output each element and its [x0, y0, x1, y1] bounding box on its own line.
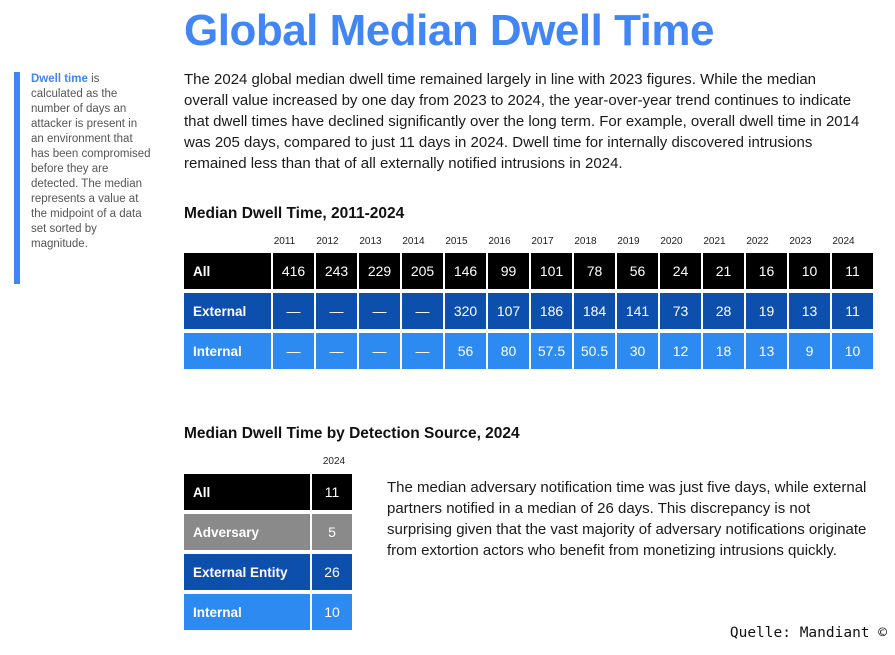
year-header: 2017: [531, 236, 554, 247]
dwell-cell: 10: [789, 253, 830, 289]
dwell-cell: 186: [531, 293, 572, 329]
dwell-cell: 141: [617, 293, 658, 329]
dwell-cell: —: [359, 333, 400, 369]
definition-term: Dwell time: [31, 73, 88, 85]
dwell-cell: 50.5: [574, 333, 615, 369]
year-header: 2011: [273, 236, 296, 247]
dwell-cell: 28: [703, 293, 744, 329]
year-header: 2016: [488, 236, 511, 247]
dwell-cell: —: [402, 293, 443, 329]
dwell-cell: 10: [832, 333, 873, 369]
dwell-cell: 320: [445, 293, 486, 329]
dwell-cell: 11: [832, 293, 873, 329]
row-label: External Entity: [184, 554, 310, 590]
dwell-row-all: All 416 243 229 205 146 99 101 78 56 24 21 16 10 11: [184, 253, 873, 289]
dwell-cell: 30: [617, 333, 658, 369]
row-label: Adversary: [184, 514, 310, 550]
dwell-row-external: External — — — —320 107 186 184 141 73 28 19 13 11: [184, 293, 873, 329]
year-header: 2012: [316, 236, 339, 247]
year-header: 2023: [789, 236, 812, 247]
source-row-external-entity: External Entity 26: [184, 554, 352, 590]
dwell-cell: —: [273, 293, 314, 329]
intro-paragraph: The 2024 global median dwell time remain…: [184, 71, 860, 172]
dwell-cell: 57.5: [531, 333, 572, 369]
source-row-internal: Internal 10: [184, 594, 352, 630]
dwell-cell: 19: [746, 293, 787, 329]
year-header: 2013: [359, 236, 382, 247]
dwell-cell: 107: [488, 293, 529, 329]
dwell-cell: 243: [316, 253, 357, 289]
table2-title: Median Dwell Time by Detection Source, 2…: [184, 425, 520, 442]
row-label: All: [184, 474, 310, 510]
detection-source-table: All 11 Adversary 5 External Entity 26 Internal…: [182, 474, 354, 630]
dwell-cell: 205: [402, 253, 443, 289]
dwell-cell: 73: [660, 293, 701, 329]
dwell-cell: 11: [832, 253, 873, 289]
source-row-all: All 11: [184, 474, 352, 510]
source-credit: Quelle: Mandiant ©: [729, 625, 887, 641]
source-year-header: 2024: [322, 456, 346, 467]
definition-sidebar: Dwell time is calculated as the number o…: [14, 72, 151, 284]
dwell-cell: 78: [574, 253, 615, 289]
source-cell: 11: [312, 474, 352, 510]
dwell-cell: 18: [703, 333, 744, 369]
dwell-cell: 56: [445, 333, 486, 369]
table1-title: Median Dwell Time, 2011-2024: [184, 205, 405, 222]
source-row-adversary: Adversary 5: [184, 514, 352, 550]
dwell-row-internal: Internal — — — —56 80 57.5 50.5 30 12 18 13 9 10: [184, 333, 873, 369]
year-header: 2024: [832, 236, 855, 247]
source-cell: 5: [312, 514, 352, 550]
dwell-cell: —: [359, 293, 400, 329]
dwell-cell: 184: [574, 293, 615, 329]
dwell-cell: —: [273, 333, 314, 369]
dwell-cell: —: [316, 333, 357, 369]
year-header: 2022: [746, 236, 769, 247]
year-header: 2019: [617, 236, 640, 247]
dwell-cell: 229: [359, 253, 400, 289]
dwell-cell: 56: [617, 253, 658, 289]
dwell-cell: —: [316, 293, 357, 329]
year-header: 2014: [402, 236, 425, 247]
dwell-cell: 16: [746, 253, 787, 289]
year-header: 2015: [445, 236, 468, 247]
dwell-cell: 9: [789, 333, 830, 369]
dwell-cell: 12: [660, 333, 701, 369]
notification-paragraph: The median adversary notification time w…: [387, 479, 867, 559]
dwell-cell: 21: [703, 253, 744, 289]
dwell-cell: 99: [488, 253, 529, 289]
dwell-time-table: All 416 243 229 205 146 99 101 78 56 24 21 16 10 11 Ext…: [182, 253, 875, 369]
row-label: All: [184, 253, 271, 289]
row-label: External: [184, 293, 271, 329]
dwell-cell: 146: [445, 253, 486, 289]
year-header: 2018: [574, 236, 597, 247]
dwell-cell: 416: [273, 253, 314, 289]
dwell-cell: 13: [789, 293, 830, 329]
source-cell: 26: [312, 554, 352, 590]
page-title: Global Median Dwell Time: [184, 6, 714, 55]
dwell-cell: 24: [660, 253, 701, 289]
dwell-cell: 101: [531, 253, 572, 289]
row-label: Internal: [184, 333, 271, 369]
year-header: 2020: [660, 236, 683, 247]
dwell-cell: —: [402, 333, 443, 369]
dwell-cell: 80: [488, 333, 529, 369]
definition-text: is calculated as the number of days an a…: [31, 73, 151, 250]
year-header: 2021: [703, 236, 726, 247]
source-cell: 10: [312, 594, 352, 630]
row-label: Internal: [184, 594, 310, 630]
dwell-cell: 13: [746, 333, 787, 369]
